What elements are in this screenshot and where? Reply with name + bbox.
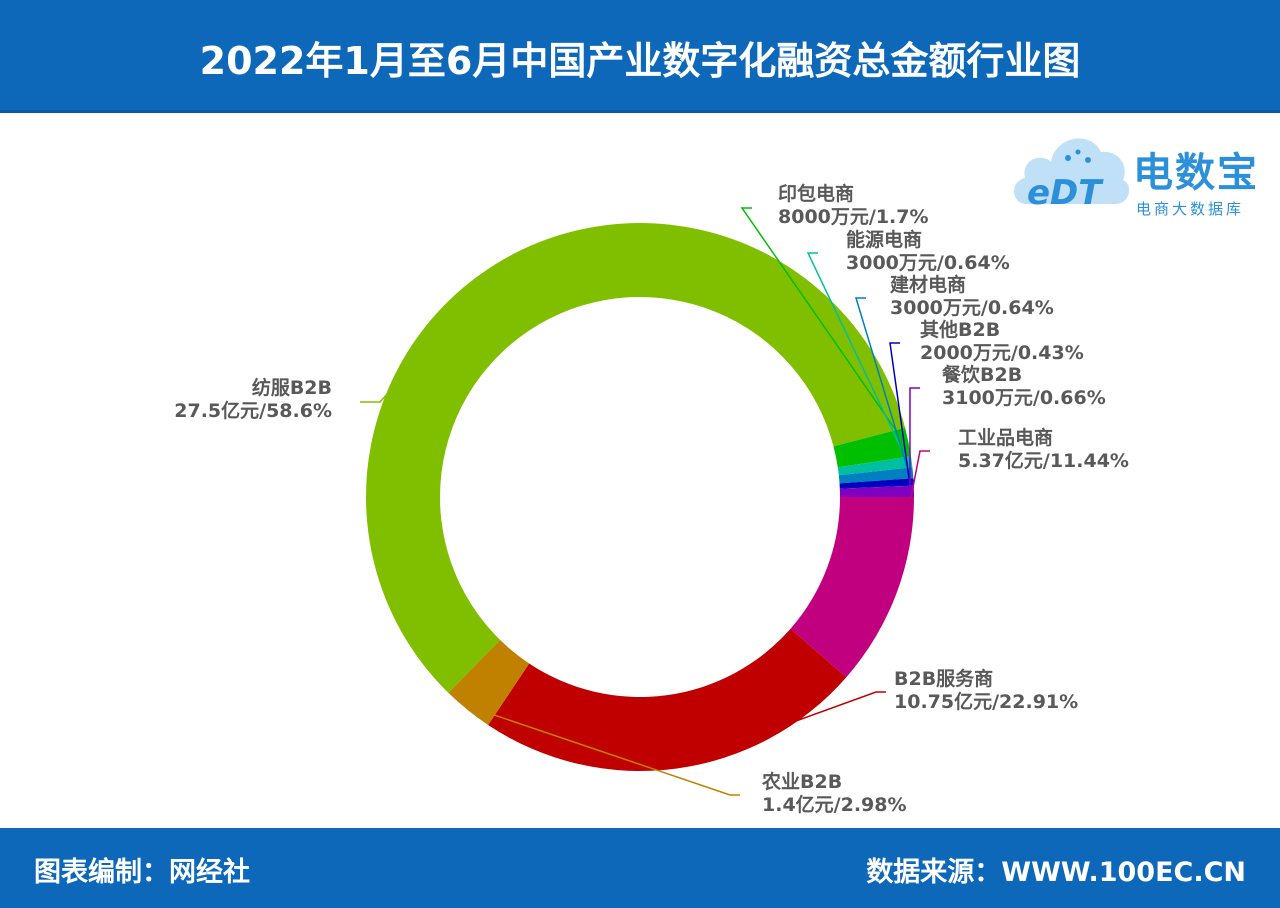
cloud-logo-icon: eDT xyxy=(1013,138,1130,213)
slice-label-value-1: 5.37亿元/11.44% xyxy=(958,449,1129,472)
logo-brand: 电数宝 xyxy=(1133,150,1259,196)
leader-line-9 xyxy=(909,387,920,492)
slice-label-value-7: 3000万元/0.64% xyxy=(890,297,1054,319)
leader-line-4 xyxy=(360,262,506,403)
slice-label-name-6: 能源电商 xyxy=(846,228,922,251)
slice-label-value-8: 2000万元/0.43% xyxy=(920,342,1084,364)
leader-line-8 xyxy=(889,342,911,483)
slice-6 xyxy=(837,456,913,476)
logo-mark: eDT xyxy=(1027,173,1104,213)
slice-label-value-4: 27.5亿元/58.6% xyxy=(174,399,332,422)
slice-label-name-9: 餐饮B2B xyxy=(942,363,1022,386)
footer-source: 数据来源：WWW.100EC.CN xyxy=(866,857,1246,888)
slice-label-value-3: 1.4亿元/2.98% xyxy=(762,793,907,816)
slice-3 xyxy=(448,639,530,726)
slice-9 xyxy=(839,485,914,497)
leader-line-1 xyxy=(892,450,930,593)
slice-label-value-5: 8000万元/1.7% xyxy=(778,206,929,228)
slice-5 xyxy=(833,427,911,468)
leader-line-2 xyxy=(675,691,886,766)
logo-subtitle: 电商大数据库 xyxy=(1136,200,1245,218)
footer-compiler: 图表编制：网经社 xyxy=(34,857,250,888)
slice-label-name-3: 农业B2B xyxy=(761,770,842,793)
slice-label-name-2: B2B服务商 xyxy=(894,667,993,690)
leader-line-7 xyxy=(854,297,910,474)
slice-label-name-1: 工业品电商 xyxy=(958,426,1053,449)
leader-line-6 xyxy=(806,252,909,463)
header-bar: 2022年1月至6月中国产业数字化融资总金额行业图 xyxy=(0,0,1280,113)
footer-bar: 图表编制：网经社 数据来源：WWW.100EC.CN xyxy=(0,828,1280,908)
leader-line-5 xyxy=(740,207,906,444)
leader-line-3 xyxy=(469,706,740,796)
slice-label-name-4: 纺服B2B xyxy=(252,376,332,399)
slice-label-name-8: 其他B2B xyxy=(920,318,1000,341)
logo: eDT 电数宝 电商大数据库 xyxy=(1005,122,1270,222)
slice-label-value-2: 10.75亿元/22.91% xyxy=(894,690,1078,713)
slice-2 xyxy=(488,628,847,771)
slice-label-value-6: 3000万元/0.64% xyxy=(846,252,1010,274)
slice-4 xyxy=(366,223,906,693)
slice-1 xyxy=(790,497,914,678)
slice-8 xyxy=(839,478,914,489)
page-title: 2022年1月至6月中国产业数字化融资总金额行业图 xyxy=(199,39,1081,83)
slice-label-name-5: 印包电商 xyxy=(778,182,854,205)
slice-7 xyxy=(838,467,914,484)
slice-label-name-7: 建材电商 xyxy=(890,273,966,296)
slice-label-value-9: 3100万元/0.66% xyxy=(942,387,1106,409)
